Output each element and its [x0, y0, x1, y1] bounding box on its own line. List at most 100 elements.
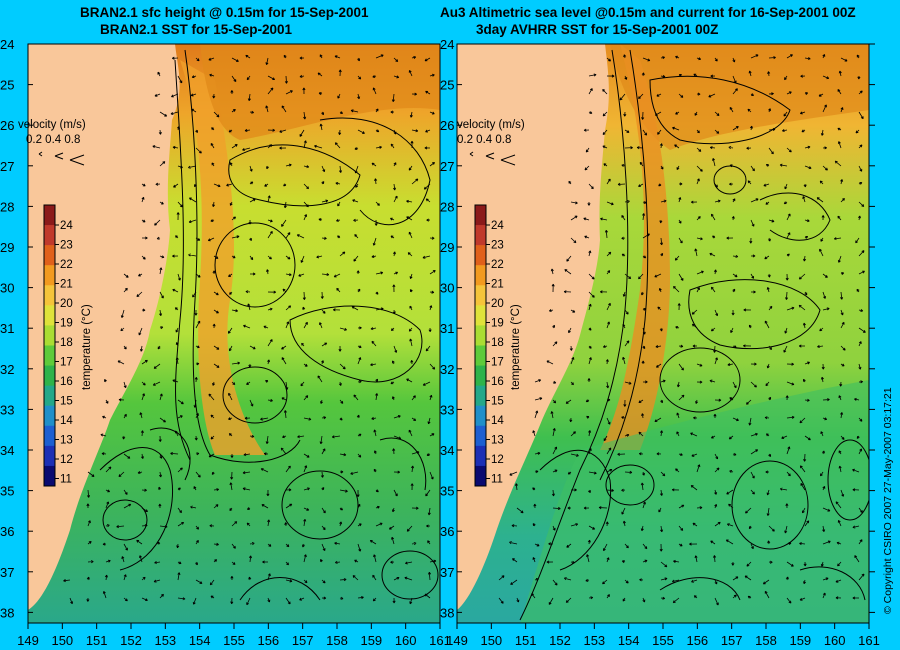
velocity-arrow: [801, 129, 806, 133]
latitude-tick-label: 27: [0, 159, 14, 174]
velocity-arrow: [409, 597, 413, 605]
velocity-arrow: [783, 345, 788, 353]
velocity-arrow: [350, 109, 359, 113]
velocity-arrow: [209, 579, 215, 586]
velocity-arrow: [714, 467, 720, 473]
velocity-arrow: [840, 272, 845, 276]
velocity-arrow: [283, 183, 287, 187]
colorbar-tick-label: 13: [491, 435, 504, 447]
velocity-arrow: [854, 397, 860, 401]
velocity-arrow: [785, 395, 789, 401]
velocity-arrow: [726, 523, 734, 527]
velocity-arrow: [334, 55, 341, 59]
velocity-arrow: [339, 596, 344, 600]
velocity-arrow: [656, 452, 662, 456]
velocity-arrow: [804, 398, 810, 402]
longitude-tick-label: 158: [755, 633, 777, 648]
velocity-arrow: [624, 433, 630, 437]
velocity-arrow: [750, 254, 756, 258]
velocity-arrow: [840, 489, 845, 497]
velocity-arrow: [229, 482, 233, 491]
velocity-arrow: [209, 524, 215, 528]
velocity-arrow: [231, 235, 240, 239]
velocity-arrow: [785, 503, 789, 509]
velocity-arrow: [588, 327, 592, 331]
velocity-arrow: [177, 273, 181, 281]
velocity-arrow: [339, 399, 344, 404]
velocity-arrow: [822, 592, 826, 599]
velocity-arrow: [300, 255, 305, 263]
velocity-arrow: [195, 362, 200, 366]
velocity-arrow: [375, 54, 384, 59]
velocity-arrow: [783, 111, 788, 117]
velocity-arrow: [638, 183, 644, 187]
velocity-arrow: [338, 69, 342, 77]
velocity-arrow: [786, 446, 791, 455]
latitude-tick-label: 25: [440, 78, 454, 93]
velocity-arrow: [514, 483, 518, 491]
velocity-arrow: [837, 520, 842, 527]
velocity-arrow: [159, 291, 164, 299]
velocity-arrow: [267, 128, 275, 132]
velocity-arrow: [565, 399, 572, 404]
velocity-arrow: [677, 303, 681, 311]
colorbar-swatch: [44, 265, 55, 286]
velocity-arrow: [87, 540, 92, 545]
velocity-arrow: [429, 559, 437, 563]
velocity-arrow: [822, 165, 828, 171]
velocity-arrow: [375, 271, 384, 275]
velocity-arrow: [660, 165, 664, 170]
velocity-arrow: [357, 93, 361, 100]
velocity-arrow: [375, 291, 379, 295]
velocity-arrow: [548, 597, 554, 605]
velocity-arrow: [246, 597, 251, 606]
velocity-arrow: [822, 507, 831, 512]
velocity-arrow: [779, 163, 788, 167]
velocity-arrow: [767, 237, 771, 242]
velocity-arrow: [619, 93, 626, 101]
velocity-arrow: [100, 433, 107, 437]
velocity-arrow: [533, 503, 537, 509]
velocity-arrow: [339, 251, 346, 257]
velocity-arrow: [152, 145, 161, 149]
velocity-arrow: [570, 523, 579, 527]
velocity-arrow: [693, 73, 698, 77]
velocity-arrow: [267, 307, 273, 311]
velocity-arrow: [285, 163, 292, 167]
velocity-arrow: [605, 521, 609, 527]
velocity-arrow: [534, 543, 540, 547]
velocity-arrow: [191, 108, 197, 113]
velocity-arrow: [855, 129, 860, 134]
velocity-arrow: [374, 219, 378, 226]
velocity-arrow: [177, 75, 183, 84]
velocity-arrow: [821, 215, 825, 221]
velocity-arrow: [550, 268, 554, 275]
colorbar-tick-label: 19: [491, 318, 504, 330]
velocity-arrow: [563, 577, 572, 581]
velocity-arrow: [858, 308, 864, 312]
velocity-arrow: [351, 306, 359, 311]
velocity-arrow: [768, 92, 774, 96]
longitude-tick-label: 161: [858, 633, 880, 648]
left-title-line1: BRAN2.1 sfc height @ 0.15m for 15-Sep-20…: [80, 5, 369, 20]
velocity-arrow: [267, 519, 271, 527]
colorbar-swatch: [44, 325, 55, 346]
velocity-arrow: [803, 378, 806, 383]
velocity-arrow: [140, 430, 144, 437]
velocity-arrow: [303, 417, 312, 421]
velocity-arrow: [229, 162, 233, 167]
velocity-arrow: [858, 250, 865, 257]
velocity-arrow: [302, 306, 306, 311]
velocity-arrow: [676, 412, 680, 419]
velocity-arrow: [583, 217, 590, 221]
velocity-arrow: [511, 524, 518, 528]
velocity-arrow: [746, 561, 752, 567]
left-longitude-axis: 149 150 151 152 153 154 155 156 157 158 159 160 161: [17, 623, 451, 648]
velocity-arrow: [393, 345, 398, 353]
velocity-arrow: [748, 417, 752, 426]
velocity-arrow: [249, 255, 254, 261]
velocity-arrow: [624, 381, 632, 385]
velocity-arrow: [303, 465, 308, 473]
velocity-arrow: [355, 183, 359, 188]
velocity-arrow: [411, 92, 418, 96]
